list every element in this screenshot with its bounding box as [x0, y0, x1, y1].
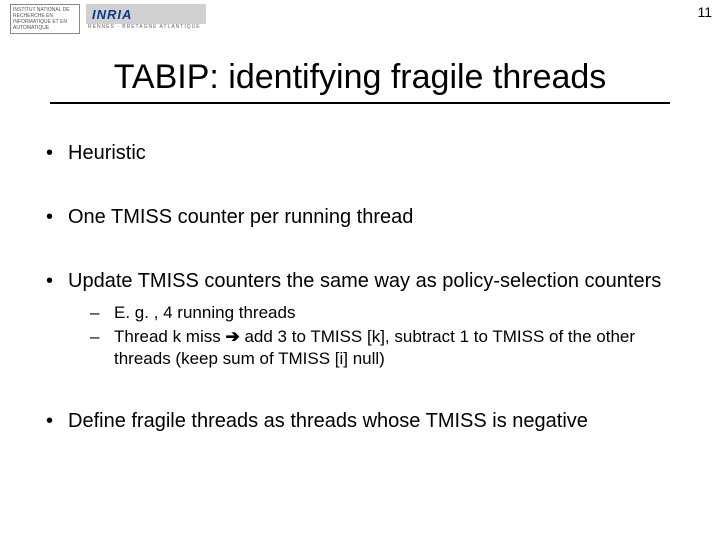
- title-underline: [50, 102, 670, 104]
- slide-title: TABIP: identifying fragile threads: [114, 58, 607, 97]
- sub-bullet-text: Thread k miss ➔ add 3 to TMISS [k], subt…: [114, 326, 680, 370]
- logo-block: INSTITUT NATIONAL DE RECHERCHE EN INFORM…: [10, 4, 206, 34]
- bullet-dot-icon: •: [40, 408, 68, 434]
- bullet-dot-icon: •: [40, 140, 68, 166]
- dash-icon: –: [90, 326, 114, 370]
- slide-header: INSTITUT NATIONAL DE RECHERCHE EN INFORM…: [0, 0, 720, 40]
- sub-bullet-list: – E. g. , 4 running threads – Thread k m…: [90, 302, 680, 370]
- bullet-item: • Heuristic: [40, 140, 680, 166]
- inria-logo: INRIA RENNES - BRETAGNE ATLANTIQUE: [86, 4, 206, 34]
- bullet-dot-icon: •: [40, 204, 68, 230]
- bullet-text: Update TMISS counters the same way as po…: [68, 268, 661, 294]
- dash-icon: –: [90, 302, 114, 324]
- bullet-dot-icon: •: [40, 268, 68, 294]
- inria-bar: INRIA: [86, 4, 206, 24]
- bullet-text: Heuristic: [68, 140, 146, 166]
- sub-bullet-item: – Thread k miss ➔ add 3 to TMISS [k], su…: [90, 326, 680, 370]
- slide-content: • Heuristic • One TMISS counter per runn…: [40, 140, 680, 472]
- sub-bullet-text: E. g. , 4 running threads: [114, 302, 295, 324]
- bullet-text: One TMISS counter per running thread: [68, 204, 413, 230]
- arrow-icon: ➔: [225, 327, 239, 346]
- sub-bullet-item: – E. g. , 4 running threads: [90, 302, 680, 324]
- inria-subtitle: RENNES - BRETAGNE ATLANTIQUE: [86, 24, 206, 30]
- sub-bullet-prefix: Thread k miss: [114, 327, 225, 346]
- institute-logo-text: INSTITUT NATIONAL DE RECHERCHE EN INFORM…: [10, 4, 80, 34]
- bullet-item: • Update TMISS counters the same way as …: [40, 268, 680, 294]
- bullet-item: • Define fragile threads as threads whos…: [40, 408, 680, 434]
- bullet-item: • One TMISS counter per running thread: [40, 204, 680, 230]
- inria-label: INRIA: [92, 7, 132, 22]
- bullet-text: Define fragile threads as threads whose …: [68, 408, 588, 434]
- page-number: 11: [697, 4, 712, 20]
